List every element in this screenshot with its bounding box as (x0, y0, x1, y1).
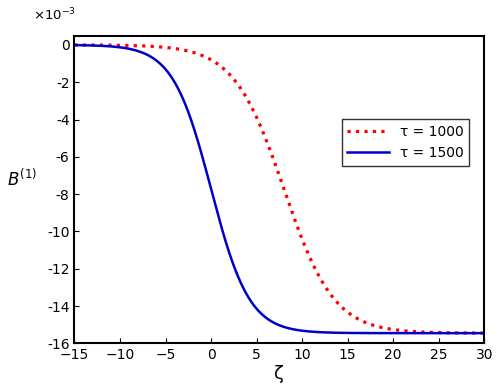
Line: τ = 1000: τ = 1000 (74, 45, 484, 333)
τ = 1000 (473, 331, 479, 335)
τ = 1000 (228, 74, 234, 79)
τ = 1500 (482, 331, 488, 335)
τ = 1000 (429, 330, 435, 335)
τ = 1000 (118, 43, 124, 48)
Y-axis label: $B^{(1)}$: $B^{(1)}$ (7, 168, 37, 190)
τ = 1000 (72, 43, 78, 47)
τ = 1500 (118, 45, 124, 50)
τ = 1500 (246, 296, 252, 301)
Legend: τ = 1000, τ = 1500: τ = 1000, τ = 1500 (342, 119, 469, 165)
X-axis label: ζ: ζ (274, 365, 284, 383)
τ = 1000 (246, 101, 252, 105)
Line: τ = 1500: τ = 1500 (74, 45, 484, 333)
Text: $\times 10^{-3}$: $\times 10^{-3}$ (34, 7, 76, 23)
τ = 1500 (473, 331, 479, 335)
τ = 1500 (228, 257, 234, 262)
τ = 1500 (429, 331, 435, 335)
τ = 1500 (142, 51, 148, 56)
τ = 1500 (72, 43, 78, 48)
τ = 1000 (142, 44, 148, 48)
τ = 1000 (482, 331, 488, 335)
